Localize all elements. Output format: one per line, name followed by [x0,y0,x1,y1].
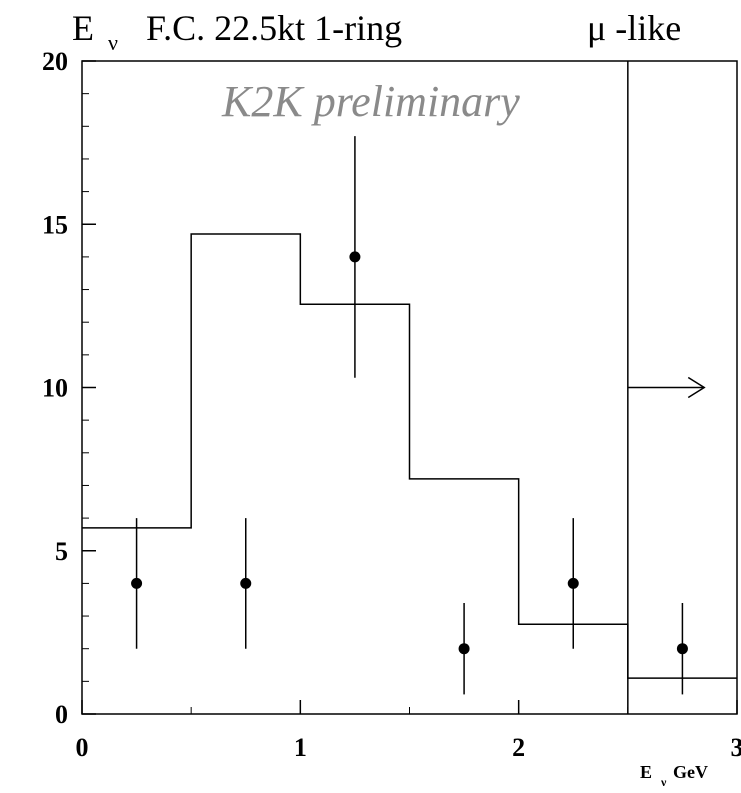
y-axis: 0 5 10 15 20 [42,47,96,729]
y-tick-label: 5 [55,537,68,566]
x-tick-label: 1 [294,733,307,762]
chart-title-e: E [72,8,94,48]
data-point [131,578,142,589]
x-tick-label: 0 [76,733,89,762]
overflow-marker [628,61,704,714]
x-axis: 0 1 2 3 [76,700,741,762]
y-tick-label: 15 [42,210,68,239]
data-point [568,578,579,589]
x-axis-label-nu-subscript: ν [660,775,667,789]
y-tick-label: 20 [42,47,68,76]
x-axis-label-unit: GeV [673,762,708,782]
expectation-histogram [82,234,737,678]
x-axis-label-e: E [640,762,652,782]
x-tick-label: 2 [512,733,525,762]
data-point [240,578,251,589]
k2k-preliminary-annotation: K2K preliminary [221,77,520,126]
y-tick-label: 10 [42,374,68,403]
y-tick-label: 0 [55,700,68,729]
chart-title-mu-like: μ -like [587,8,681,48]
expectation-step-line [82,234,737,678]
data-point [677,643,688,654]
x-tick-label: 3 [731,733,741,762]
chart-title-text: F.C. 22.5kt 1-ring [146,8,402,48]
data-point [349,251,360,262]
data-point [459,643,470,654]
chart-title-nu-subscript: ν [108,30,118,55]
